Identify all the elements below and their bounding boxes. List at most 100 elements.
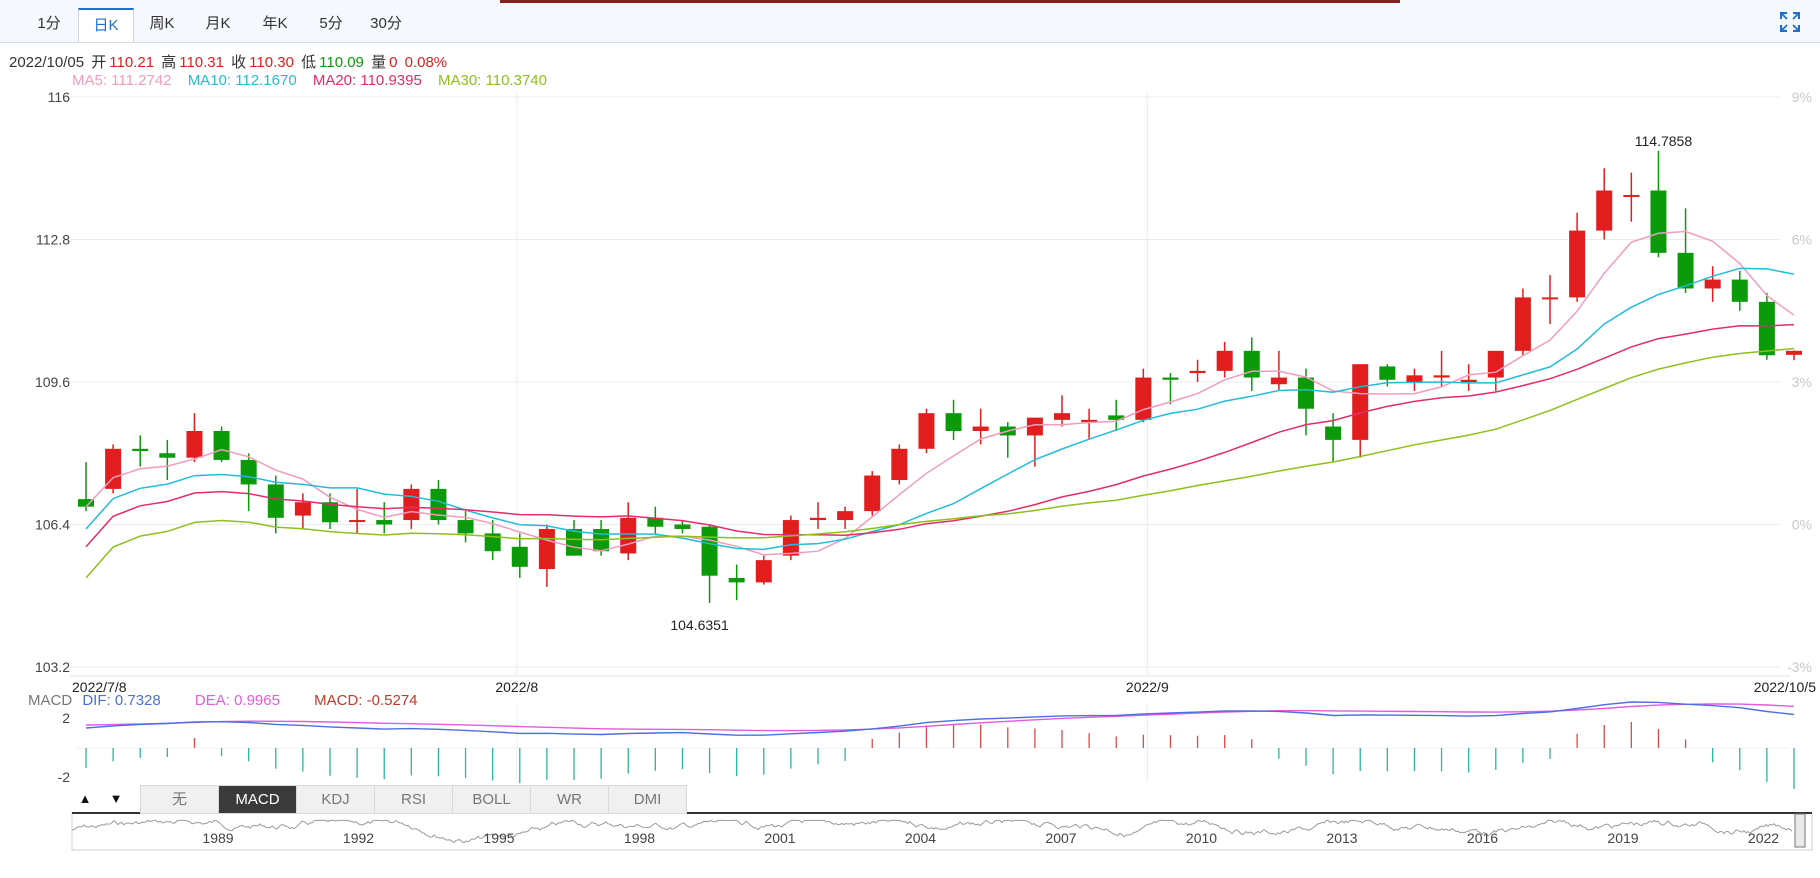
candle-body xyxy=(457,520,474,534)
y-tick-label-right: 6% xyxy=(1792,232,1812,248)
indicator-tab-boll[interactable]: BOLL xyxy=(453,785,531,814)
candle-body xyxy=(1352,364,1369,440)
candle-body xyxy=(484,533,501,552)
info-vol: 0 xyxy=(389,54,398,71)
tab-monthly-k[interactable]: 月K xyxy=(205,15,231,32)
y-tick-label: 112.8 xyxy=(36,232,70,248)
candle-body xyxy=(1162,377,1179,380)
dea-line xyxy=(85,703,1795,732)
candle-body xyxy=(1623,194,1640,197)
dif-line xyxy=(85,701,1795,736)
tab-5min[interactable]: 5分 xyxy=(319,15,343,32)
indicator-tab-kdj[interactable]: KDJ xyxy=(297,785,375,814)
candle-body xyxy=(1487,350,1504,378)
ma20-line xyxy=(85,323,1795,548)
navigator-year-label: 1989 xyxy=(202,830,233,846)
candle-body xyxy=(1596,190,1613,231)
navigator-year-label: 2022 xyxy=(1748,830,1779,846)
navigator-year-label: 2016 xyxy=(1467,830,1498,846)
tab-weekly-k[interactable]: 周K xyxy=(149,15,175,32)
top-stripe xyxy=(500,0,1400,3)
move-up-button[interactable]: ▲ xyxy=(78,791,92,806)
candle-body xyxy=(1569,230,1586,298)
candle-body xyxy=(918,413,935,449)
candle-body xyxy=(1460,379,1477,382)
info-change: 0.08% xyxy=(404,54,448,71)
indicator-tab-none[interactable]: 无 xyxy=(140,785,219,814)
candle-body xyxy=(566,528,582,556)
candle-body xyxy=(538,528,555,570)
candle-body xyxy=(1650,190,1667,253)
candle-body xyxy=(755,560,772,583)
x-tick-label: 2022/9 xyxy=(1126,679,1169,695)
period-tab-bar: 1分 日K 周K 月K 年K 5分 30分 xyxy=(0,0,1820,43)
candle-body xyxy=(1270,377,1287,385)
ma5-line xyxy=(85,230,1795,556)
ma20-label: MA20: 110.9395 xyxy=(312,72,422,89)
ma30-label: MA30: 110.3740 xyxy=(438,72,547,89)
navigator-year-label: 2007 xyxy=(1045,830,1076,846)
y-tick-label: 106.4 xyxy=(35,517,70,533)
info-vol-label: 量 xyxy=(371,54,387,71)
candle-body xyxy=(674,524,691,529)
macd-value-label: MACD: -0.5274 xyxy=(314,692,418,709)
indicator-tab-rsi[interactable]: RSI xyxy=(375,785,453,814)
indicator-tab-macd[interactable]: MACD xyxy=(219,785,297,814)
navigator-handle[interactable] xyxy=(1794,813,1806,848)
candle-body xyxy=(240,459,257,485)
candle-body xyxy=(945,413,962,431)
candle-body xyxy=(1758,301,1775,356)
move-down-button[interactable]: ▼ xyxy=(109,791,123,806)
candle-body xyxy=(810,517,826,521)
candle-body xyxy=(891,448,908,480)
info-high-label: 高 xyxy=(161,54,177,71)
candle-body xyxy=(1379,366,1396,380)
navigator-year-label: 1992 xyxy=(343,830,374,846)
min-price-label: 104.6351 xyxy=(670,617,729,633)
ma5-label: MA5: 111.2742 xyxy=(72,72,172,89)
y-tick-label: 109.6 xyxy=(35,374,70,390)
navigator-year-label: 1995 xyxy=(483,830,514,846)
x-tick-label: 2022/10/5 xyxy=(1754,679,1816,695)
tab-1min[interactable]: 1分 xyxy=(37,15,61,32)
candle-body xyxy=(728,577,745,583)
indicator-tab-wr[interactable]: WR xyxy=(531,785,609,814)
tab-yearly-k[interactable]: 年K xyxy=(262,15,288,32)
candle-body xyxy=(511,546,528,567)
info-close: 110.30 xyxy=(249,54,294,71)
dif-label: DIF: 0.7328 xyxy=(82,692,161,709)
navigator-year-label: 2010 xyxy=(1186,830,1217,846)
ma-legend: MA5: 111.2742 MA10: 112.1670 MA20: 110.9… xyxy=(72,72,550,89)
x-tick-label: 2022/7/8 xyxy=(72,679,127,695)
candle-body xyxy=(1298,377,1314,409)
candle-body xyxy=(132,448,149,452)
candle-body xyxy=(837,511,854,521)
indicator-tab-dmi[interactable]: DMI xyxy=(609,785,687,814)
navigator-year-label: 2019 xyxy=(1607,830,1638,846)
candle-body xyxy=(349,520,366,523)
ma10-line xyxy=(85,267,1795,551)
fullscreen-icon[interactable] xyxy=(1780,12,1800,32)
candle-body xyxy=(403,488,420,521)
candle-body xyxy=(620,517,637,554)
candle-body xyxy=(1189,370,1206,374)
max-price-label: 114.7858 xyxy=(1635,133,1693,149)
ma10-label: MA10: 112.1670 xyxy=(187,72,297,89)
navigator-sparkline xyxy=(71,819,1793,844)
info-open: 110.21 xyxy=(109,54,155,71)
tab-daily-k[interactable]: 日K xyxy=(78,8,134,42)
candle-body xyxy=(78,499,94,507)
tab-30min[interactable]: 30分 xyxy=(370,15,402,32)
dea-label: DEA: 0.9965 xyxy=(194,692,280,709)
candle-body xyxy=(864,475,881,512)
ohlc-info: 2022/10/05 开 110.21 高 110.31 收 110.30 低 110.… xyxy=(9,51,450,72)
candle-body xyxy=(1135,377,1152,420)
macd-tick-label: -2 xyxy=(58,769,71,785)
y-tick-label: 116 xyxy=(48,89,71,105)
info-date: 2022/10/05 xyxy=(9,54,85,71)
candle-body xyxy=(213,430,230,460)
candle-body xyxy=(1704,279,1721,289)
candle-body xyxy=(1108,415,1125,420)
candle-body xyxy=(647,517,664,527)
candle-body xyxy=(1514,297,1531,351)
